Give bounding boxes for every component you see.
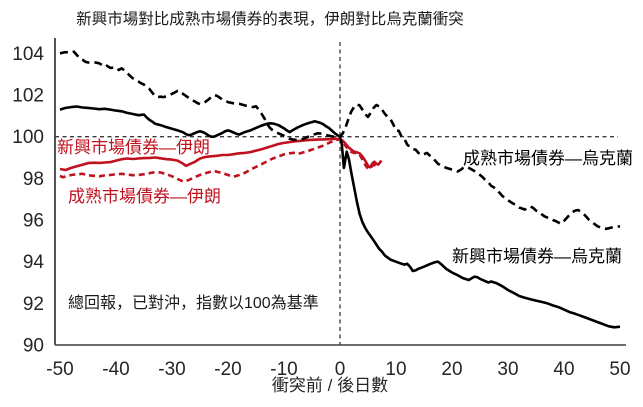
x-tick-label: 30: [497, 359, 518, 380]
x-tick-label: 20: [441, 359, 462, 380]
y-tick-label: 92: [23, 294, 44, 315]
y-tick-label: 100: [12, 127, 44, 148]
x-tick-label: 0: [335, 359, 346, 380]
x-tick-label: -10: [270, 359, 297, 380]
y-tick-label: 102: [12, 86, 44, 107]
x-tick-label: 50: [609, 359, 630, 380]
series-label-dm_iran: 成熟市場債券—伊朗: [68, 186, 221, 206]
series-label-em_ukraine: 新興市場債券—烏克蘭: [452, 247, 622, 266]
y-tick-label: 94: [23, 252, 45, 273]
series-line-em_ukraine: [59, 105, 621, 329]
plot-area: 90 92 94 96 98 100 102 104 -50 -40 -30 -20 -10 0 10 20 3…: [12, 42, 633, 380]
x-tick-label: -50: [46, 359, 73, 380]
series-line-dm_ukraine: [59, 50, 621, 231]
x-axis-title: 衝突前 / 後日數: [272, 376, 388, 395]
series-line-dm_iran: [59, 137, 379, 183]
x-tick-label: -30: [158, 359, 185, 380]
series-label-em_iran: 新興市場債券—伊朗: [57, 138, 210, 157]
x-tick-label: 10: [385, 359, 406, 380]
series-label-dm_ukraine: 成熟市場債券—烏克蘭: [463, 148, 633, 168]
y-tick-label: 104: [12, 44, 44, 65]
y-tick-label: 98: [23, 169, 44, 190]
methodology-note: 總回報，已對沖，指數以100為基準: [68, 294, 319, 312]
y-tick-label: 96: [23, 211, 44, 232]
x-tick-label: 40: [553, 359, 574, 380]
x-tick-label: -40: [102, 359, 129, 380]
chart-title: 新興市場對比成熟市場債券的表現，伊朗對比烏克蘭衝突: [76, 10, 464, 28]
x-tick-label: -20: [214, 359, 241, 380]
y-tick-label: 90: [23, 336, 44, 357]
